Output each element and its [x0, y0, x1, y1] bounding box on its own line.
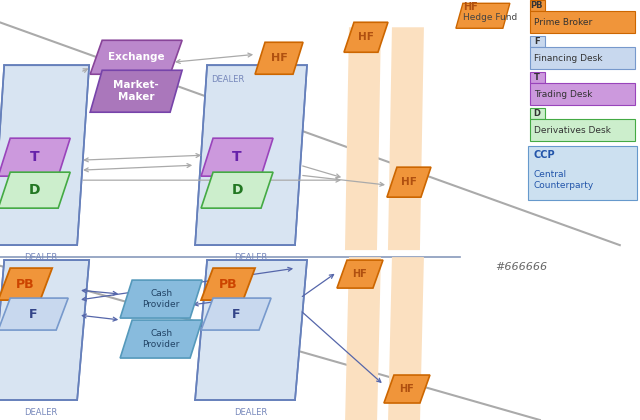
Text: Central
Counterparty: Central Counterparty — [534, 170, 594, 189]
Polygon shape — [530, 119, 635, 141]
Text: CCP: CCP — [534, 150, 556, 160]
Polygon shape — [120, 320, 202, 358]
Text: PB: PB — [16, 278, 35, 291]
Polygon shape — [201, 298, 271, 330]
Polygon shape — [201, 268, 255, 300]
Polygon shape — [388, 257, 424, 420]
Polygon shape — [120, 280, 202, 318]
Polygon shape — [337, 260, 383, 288]
Text: Derivatives Desk: Derivatives Desk — [534, 126, 611, 135]
Polygon shape — [90, 40, 182, 74]
Text: HF: HF — [399, 384, 414, 394]
Text: T: T — [29, 150, 39, 164]
Text: DEALER: DEALER — [24, 408, 58, 417]
Text: Exchange: Exchange — [108, 52, 164, 62]
Text: HF: HF — [358, 32, 374, 42]
Text: F: F — [534, 37, 540, 46]
Text: #666666: #666666 — [495, 262, 547, 272]
Polygon shape — [530, 108, 545, 119]
Text: T: T — [232, 150, 242, 164]
Text: D: D — [231, 183, 243, 197]
Text: HF: HF — [463, 2, 477, 12]
Polygon shape — [90, 70, 182, 112]
Text: Market-
Maker: Market- Maker — [113, 81, 159, 102]
Text: DEALER: DEALER — [211, 75, 244, 84]
Text: DEALER: DEALER — [211, 270, 244, 279]
Polygon shape — [0, 172, 70, 208]
Text: Trading Desk: Trading Desk — [534, 90, 592, 99]
Text: DEALER: DEALER — [234, 408, 268, 417]
Text: Financing Desk: Financing Desk — [534, 54, 602, 63]
Text: HF: HF — [271, 53, 287, 63]
Polygon shape — [530, 36, 545, 47]
Polygon shape — [0, 268, 52, 300]
Polygon shape — [195, 260, 307, 400]
Polygon shape — [384, 375, 430, 403]
Polygon shape — [388, 27, 424, 250]
Polygon shape — [530, 72, 545, 83]
Polygon shape — [255, 42, 303, 74]
Text: Hedge Fund: Hedge Fund — [463, 13, 517, 22]
Polygon shape — [0, 298, 68, 330]
Polygon shape — [530, 11, 635, 33]
Polygon shape — [201, 172, 273, 208]
Text: F: F — [232, 307, 240, 320]
Text: Prime Broker: Prime Broker — [534, 18, 592, 27]
Text: PB: PB — [531, 1, 543, 10]
FancyBboxPatch shape — [528, 146, 637, 200]
Polygon shape — [344, 22, 388, 52]
Polygon shape — [530, 83, 635, 105]
Polygon shape — [530, 47, 635, 69]
Polygon shape — [0, 260, 89, 400]
Text: Cash
Provider: Cash Provider — [143, 329, 180, 349]
Polygon shape — [195, 65, 307, 245]
Polygon shape — [345, 257, 381, 420]
Text: F: F — [29, 307, 38, 320]
Text: D: D — [533, 109, 540, 118]
Text: Cash
Provider: Cash Provider — [143, 289, 180, 309]
Polygon shape — [530, 0, 545, 11]
Text: T: T — [534, 73, 540, 82]
Polygon shape — [387, 167, 431, 197]
Polygon shape — [0, 65, 89, 245]
Text: DEALER: DEALER — [234, 253, 268, 262]
Text: D: D — [28, 183, 40, 197]
Text: DEALER: DEALER — [24, 253, 58, 262]
Text: PB: PB — [219, 278, 237, 291]
Text: HF: HF — [353, 269, 367, 279]
Polygon shape — [201, 138, 273, 176]
Polygon shape — [345, 27, 381, 250]
Polygon shape — [456, 3, 510, 28]
Polygon shape — [0, 138, 70, 176]
Text: HF: HF — [401, 177, 417, 187]
